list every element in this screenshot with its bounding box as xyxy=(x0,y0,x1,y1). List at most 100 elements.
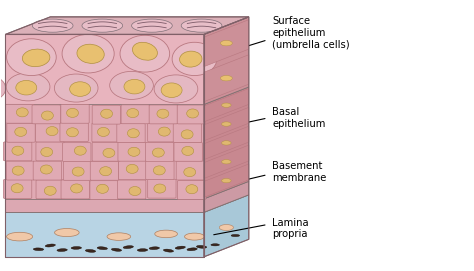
Ellipse shape xyxy=(40,165,52,174)
Ellipse shape xyxy=(55,228,79,237)
Ellipse shape xyxy=(222,179,231,183)
Ellipse shape xyxy=(107,233,131,240)
Text: Surface
epithelium
(umbrella cells): Surface epithelium (umbrella cells) xyxy=(273,17,350,50)
Ellipse shape xyxy=(222,141,231,145)
Ellipse shape xyxy=(16,108,28,117)
Ellipse shape xyxy=(172,42,217,76)
Ellipse shape xyxy=(127,109,139,118)
FancyBboxPatch shape xyxy=(176,161,205,180)
Polygon shape xyxy=(5,199,204,212)
FancyBboxPatch shape xyxy=(173,124,201,142)
Ellipse shape xyxy=(128,129,139,138)
Ellipse shape xyxy=(182,146,194,156)
Ellipse shape xyxy=(222,160,231,164)
Ellipse shape xyxy=(152,148,164,157)
Ellipse shape xyxy=(44,186,56,195)
Ellipse shape xyxy=(187,248,197,251)
FancyBboxPatch shape xyxy=(146,161,174,180)
Polygon shape xyxy=(204,145,249,179)
Ellipse shape xyxy=(0,74,6,102)
Ellipse shape xyxy=(154,184,166,193)
Ellipse shape xyxy=(120,35,170,72)
FancyBboxPatch shape xyxy=(118,142,146,161)
FancyBboxPatch shape xyxy=(149,105,177,124)
Ellipse shape xyxy=(82,19,123,32)
FancyBboxPatch shape xyxy=(177,105,206,124)
Polygon shape xyxy=(204,88,249,122)
Ellipse shape xyxy=(98,127,109,137)
FancyBboxPatch shape xyxy=(61,180,90,199)
FancyBboxPatch shape xyxy=(32,105,60,124)
Ellipse shape xyxy=(211,244,219,246)
Polygon shape xyxy=(204,164,249,197)
Polygon shape xyxy=(5,212,204,257)
Ellipse shape xyxy=(72,167,84,176)
Ellipse shape xyxy=(66,108,79,117)
Polygon shape xyxy=(204,181,249,212)
Polygon shape xyxy=(5,105,204,199)
FancyBboxPatch shape xyxy=(148,179,176,198)
Ellipse shape xyxy=(46,127,58,136)
Ellipse shape xyxy=(149,247,159,250)
Ellipse shape xyxy=(124,79,145,94)
Ellipse shape xyxy=(7,39,56,76)
FancyBboxPatch shape xyxy=(6,104,34,123)
Polygon shape xyxy=(204,87,249,199)
Polygon shape xyxy=(5,17,249,34)
Ellipse shape xyxy=(100,167,111,176)
FancyBboxPatch shape xyxy=(177,180,206,199)
FancyBboxPatch shape xyxy=(92,123,120,142)
Ellipse shape xyxy=(129,186,141,196)
Polygon shape xyxy=(5,195,249,212)
Ellipse shape xyxy=(175,246,185,249)
Ellipse shape xyxy=(184,167,196,177)
Ellipse shape xyxy=(70,82,91,96)
Ellipse shape xyxy=(55,74,98,102)
Ellipse shape xyxy=(128,147,140,156)
Ellipse shape xyxy=(109,71,154,99)
Ellipse shape xyxy=(6,73,50,101)
Ellipse shape xyxy=(71,184,82,193)
Ellipse shape xyxy=(181,130,193,139)
Ellipse shape xyxy=(132,42,157,60)
FancyBboxPatch shape xyxy=(33,161,62,180)
FancyBboxPatch shape xyxy=(92,105,120,124)
FancyBboxPatch shape xyxy=(3,142,32,161)
Ellipse shape xyxy=(184,233,204,240)
FancyBboxPatch shape xyxy=(148,123,176,142)
Ellipse shape xyxy=(16,80,37,95)
FancyBboxPatch shape xyxy=(90,181,118,199)
Text: Basal
epithelium: Basal epithelium xyxy=(273,107,326,129)
FancyBboxPatch shape xyxy=(117,124,145,143)
Ellipse shape xyxy=(154,75,198,103)
FancyBboxPatch shape xyxy=(118,161,147,180)
Ellipse shape xyxy=(220,76,232,81)
Ellipse shape xyxy=(7,232,33,241)
Polygon shape xyxy=(204,17,249,105)
Ellipse shape xyxy=(12,166,24,175)
Ellipse shape xyxy=(66,128,78,137)
Ellipse shape xyxy=(164,249,173,252)
FancyBboxPatch shape xyxy=(90,161,118,180)
FancyBboxPatch shape xyxy=(61,104,89,123)
FancyBboxPatch shape xyxy=(64,162,92,180)
FancyBboxPatch shape xyxy=(174,142,202,161)
Ellipse shape xyxy=(132,19,172,32)
Ellipse shape xyxy=(186,185,198,194)
Polygon shape xyxy=(204,55,249,102)
Ellipse shape xyxy=(123,246,133,249)
Ellipse shape xyxy=(158,127,170,136)
Text: Basement
membrane: Basement membrane xyxy=(273,161,327,183)
Ellipse shape xyxy=(15,127,27,136)
Polygon shape xyxy=(204,195,249,257)
FancyBboxPatch shape xyxy=(63,143,91,162)
Ellipse shape xyxy=(74,146,86,155)
Ellipse shape xyxy=(85,250,96,252)
Ellipse shape xyxy=(97,184,109,193)
Ellipse shape xyxy=(111,248,121,251)
FancyBboxPatch shape xyxy=(6,161,35,180)
Ellipse shape xyxy=(222,122,231,126)
Polygon shape xyxy=(204,126,249,160)
Ellipse shape xyxy=(126,164,138,173)
Ellipse shape xyxy=(219,225,234,230)
